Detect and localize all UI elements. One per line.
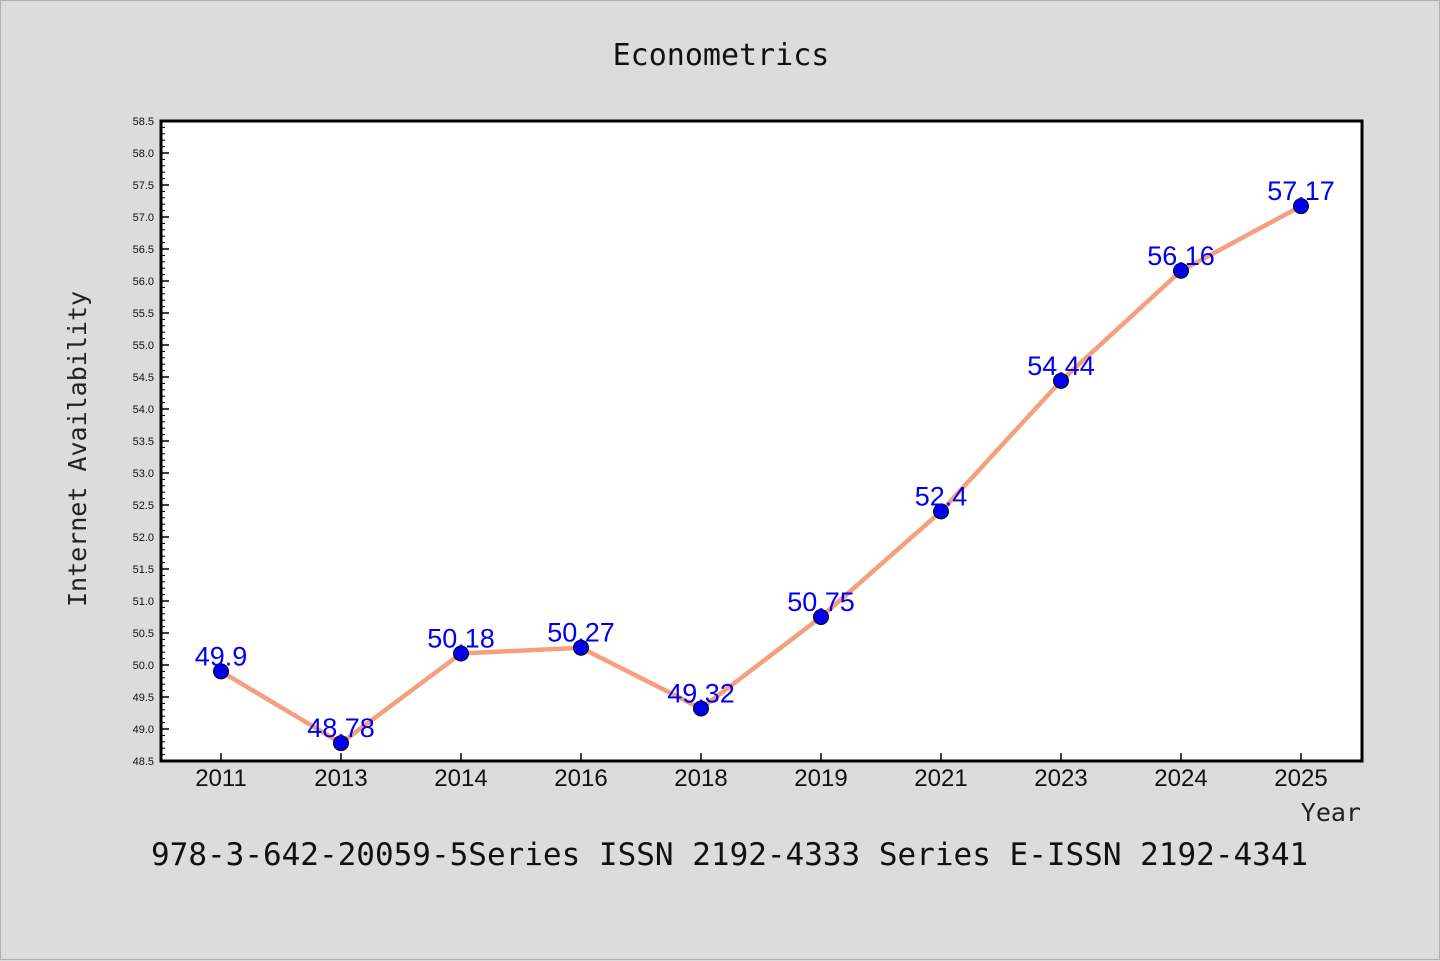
y-tick-label: 58.0 [133,148,154,160]
y-axis-label: Internet Availability [63,291,92,607]
data-point [1293,198,1309,215]
y-tick-label: 54.5 [133,372,154,384]
x-tick-label: 2024 [1154,765,1207,792]
x-axis-ticks: 2011 2013 2014 2016 2018 2019 2021 2023 2024 2025 [195,753,1328,792]
y-tick-label: 57.0 [133,212,154,224]
x-tick-label: 2011 [195,765,247,792]
x-tick-label: 2016 [554,765,607,792]
y-tick-label: 57.5 [133,180,154,192]
y-tick-label: 56.0 [133,276,154,288]
data-point [933,503,949,520]
footer-isbn-text: 978-3-642-20059-5Series ISSN 2192-4333 S… [151,837,1308,873]
data-labels-group: 49.9 48.78 50.18 50.27 49.32 50.75 52.4 54.44 56… [195,176,1335,743]
chart-title: Econometrics [613,38,830,73]
data-label: 49.32 [667,679,735,709]
y-tick-label: 48.5 [133,756,154,768]
y-tick-label: 49.5 [133,692,154,704]
series-line [219,204,1303,746]
x-tick-label: 2019 [794,765,847,792]
y-tick-label: 52.0 [133,532,154,544]
data-label: 50.27 [547,618,615,648]
data-label: 49.9 [195,641,248,671]
data-point [1053,372,1069,389]
x-tick-label: 2023 [1034,765,1087,792]
data-label: 54.44 [1027,351,1095,381]
plot-area [159,119,1364,763]
x-tick-label: 2014 [434,765,487,792]
data-point [333,735,349,752]
x-axis-label: Year [1301,798,1361,827]
data-point [453,645,469,662]
y-tick-label: 50.5 [133,628,154,640]
y-tick-label: 50.0 [133,660,154,672]
x-tick-label: 2018 [674,765,727,792]
y-tick-label: 53.5 [133,436,154,448]
y-tick-label: 55.0 [133,340,154,352]
data-point [813,609,829,625]
y-tick-label: 49.0 [133,724,154,736]
y-tick-label: 55.5 [133,308,154,320]
data-point [213,663,229,680]
data-label: 56.16 [1147,241,1215,271]
y-tick-label: 58.5 [133,116,154,128]
y-tick-label: 51.5 [133,564,154,576]
y-tick-label: 54.0 [133,404,154,416]
y-tick-label: 56.5 [133,244,154,256]
data-label: 50.75 [787,587,855,617]
x-tick-label: 2025 [1274,765,1327,792]
series-line-group [219,204,1303,746]
y-tick-label: 53.0 [133,468,154,480]
series-points-group [213,198,1309,752]
data-point [693,700,709,717]
y-tick-label: 52.5 [133,500,154,512]
data-label: 50.18 [427,623,495,653]
data-label: 48.78 [307,713,375,743]
data-point [573,639,589,656]
data-label: 57.17 [1267,176,1335,206]
data-label: 52.4 [915,481,968,511]
x-tick-label: 2021 [914,765,967,792]
x-tick-label: 2013 [314,765,367,792]
data-point [1173,262,1189,279]
y-axis-ticks: 48.5 49.0 49.5 50.0 50.5 51.0 51.5 52.0 52.5 53.0… [133,116,169,768]
y-tick-label: 51.0 [133,596,154,608]
